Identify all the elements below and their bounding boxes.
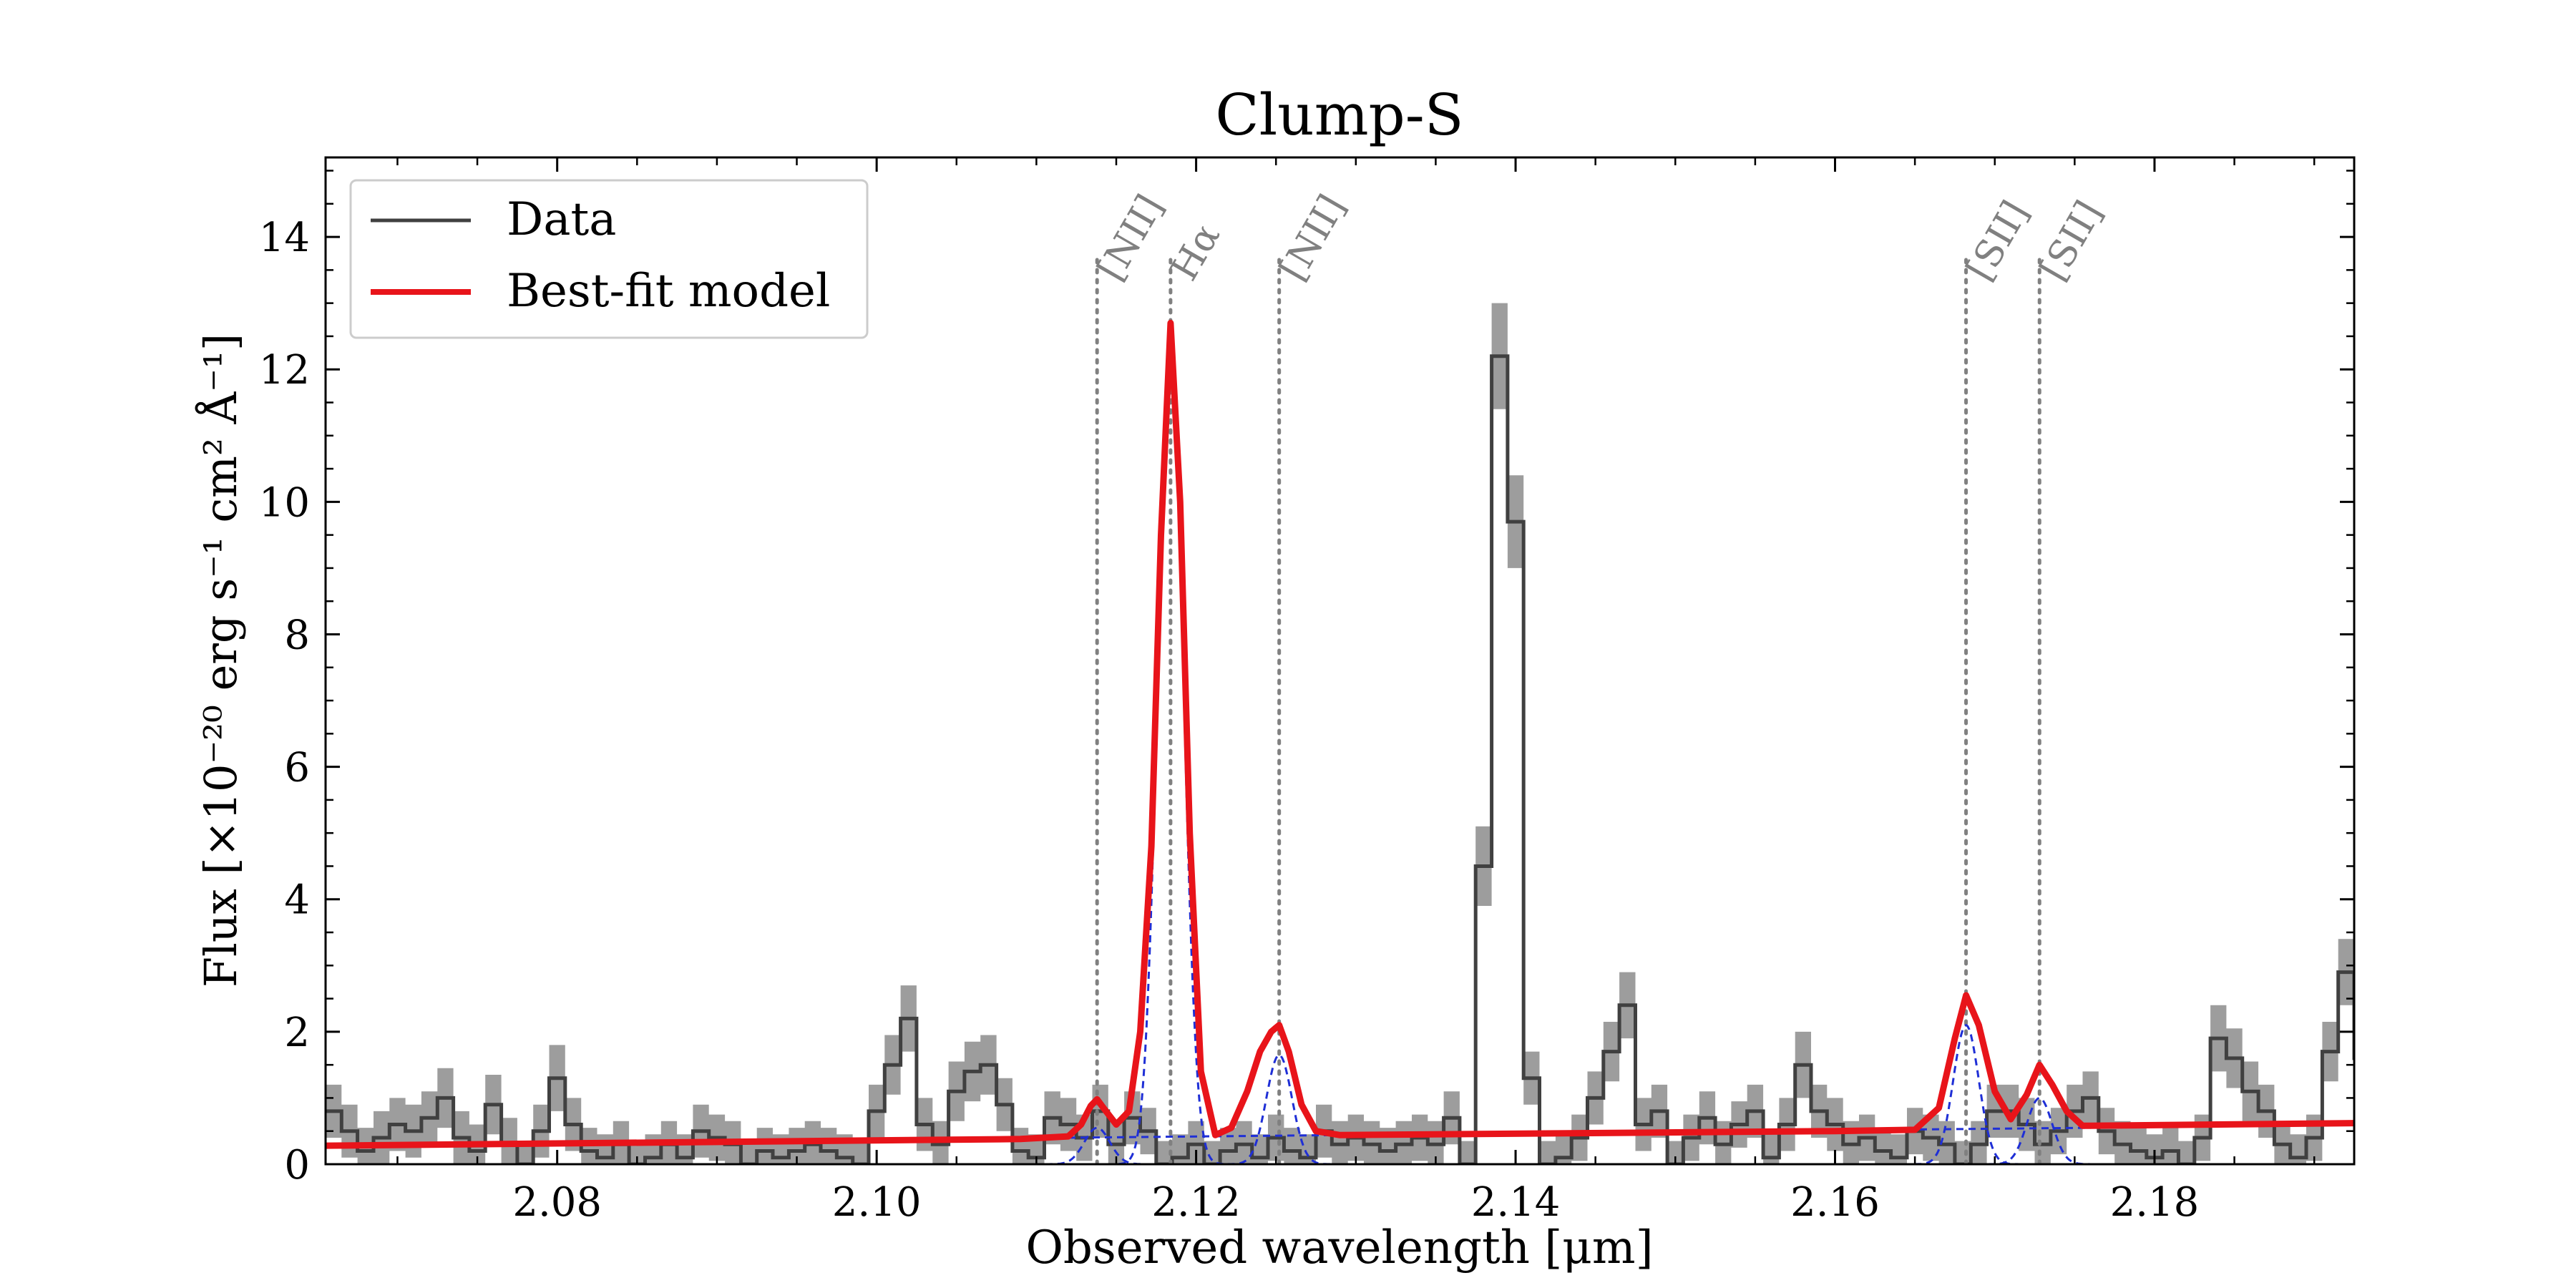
axis-ticks: 2.08 2.10 2.12 2.14 2.16 2.18 0 2 4 6 8 10 12 14 [259,157,2354,1226]
x-tick-label-5: 2.18 [2110,1179,2200,1226]
y-tick-label-7: 14 [259,215,310,261]
plot-frame [324,156,2356,1166]
y-tick-label-3: 6 [284,745,310,791]
y-tick-label-1: 2 [284,1010,310,1056]
y-axis-label: Flux [×10⁻²⁰ erg s⁻¹ cm² Å⁻¹] [195,333,247,987]
x-tick-label-0: 2.08 [512,1179,602,1226]
legend-box [349,179,869,339]
y-tick-label-5: 10 [259,479,310,526]
legend-data-label: Data [507,193,616,246]
x-tick-label-3: 2.14 [1471,1179,1561,1226]
legend-model-label: Best-fit model [507,265,830,318]
y-tick-label-2: 4 [284,877,310,924]
data-step-line [326,354,2354,1164]
y-tick-label-6: 12 [259,347,310,394]
x-tick-label-4: 2.16 [1790,1179,1880,1226]
x-tick-label-1: 2.10 [832,1179,922,1226]
x-axis-label: Observed wavelength [μm] [1025,1221,1653,1274]
y-tick-label-0: 0 [284,1142,310,1189]
legend: Data Best-fit model [349,179,869,339]
plot-area [326,255,2354,1164]
best-fit-model-line [326,319,2354,1149]
y-tick-label-4: 8 [284,612,310,658]
x-tick-label-2: 2.12 [1151,1179,1241,1226]
chart-title: Clump-S [1215,82,1463,148]
